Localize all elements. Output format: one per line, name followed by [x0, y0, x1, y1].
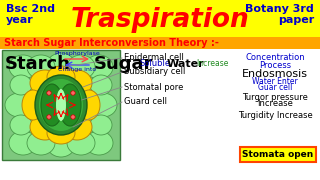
- Circle shape: [71, 91, 75, 95]
- Ellipse shape: [9, 55, 37, 79]
- Text: Phosphorylase: Phosphorylase: [54, 51, 100, 57]
- Ellipse shape: [39, 79, 83, 131]
- Ellipse shape: [41, 84, 63, 126]
- Text: Guar cell: Guar cell: [258, 84, 292, 93]
- Text: paper: paper: [278, 15, 314, 25]
- Ellipse shape: [30, 70, 60, 96]
- Ellipse shape: [35, 75, 87, 135]
- FancyBboxPatch shape: [240, 147, 316, 162]
- Text: Sugar: Sugar: [94, 55, 153, 73]
- Text: Increase: Increase: [196, 60, 228, 69]
- Ellipse shape: [9, 131, 37, 155]
- Text: Bsc 2nd: Bsc 2nd: [6, 4, 55, 14]
- Ellipse shape: [90, 75, 112, 95]
- Text: Stomata open: Stomata open: [242, 150, 314, 159]
- Text: Starch: Starch: [5, 55, 71, 73]
- Text: Subsidiary cell: Subsidiary cell: [124, 68, 185, 76]
- Text: year: year: [6, 15, 34, 25]
- Circle shape: [47, 91, 51, 95]
- Ellipse shape: [90, 115, 112, 135]
- Text: Increase: Increase: [257, 100, 293, 109]
- Text: Water: Water: [167, 59, 204, 69]
- Ellipse shape: [78, 90, 100, 120]
- Ellipse shape: [30, 114, 60, 140]
- Ellipse shape: [89, 93, 117, 117]
- Ellipse shape: [67, 131, 95, 155]
- Circle shape: [71, 115, 75, 119]
- Text: Process: Process: [259, 60, 291, 69]
- Ellipse shape: [85, 131, 113, 155]
- Text: Starch Sugar Interconversion Theory :-: Starch Sugar Interconversion Theory :-: [4, 38, 219, 48]
- Text: Change into: Change into: [58, 68, 96, 73]
- Bar: [0, 37, 320, 180]
- Text: Turgidity Increase: Turgidity Increase: [238, 111, 312, 120]
- Text: Concentration: Concentration: [245, 53, 305, 62]
- Circle shape: [47, 115, 51, 119]
- Ellipse shape: [10, 115, 32, 135]
- Ellipse shape: [62, 70, 92, 96]
- Text: Traspiration: Traspiration: [71, 7, 249, 33]
- Text: Water Enter: Water Enter: [252, 78, 298, 87]
- Ellipse shape: [47, 53, 75, 77]
- Text: Botany 3rd: Botany 3rd: [245, 4, 314, 14]
- Text: Stomatal pore: Stomatal pore: [124, 82, 183, 91]
- Bar: [0, 0, 320, 37]
- Ellipse shape: [27, 131, 55, 155]
- Bar: [0, 37, 320, 49]
- Ellipse shape: [62, 114, 92, 140]
- Bar: [2, 50, 120, 160]
- Ellipse shape: [10, 75, 32, 95]
- Ellipse shape: [47, 133, 75, 157]
- Ellipse shape: [67, 55, 95, 79]
- Ellipse shape: [85, 55, 113, 79]
- Ellipse shape: [56, 89, 66, 121]
- Ellipse shape: [27, 55, 55, 79]
- Ellipse shape: [59, 84, 81, 126]
- Text: Guard cell: Guard cell: [124, 98, 167, 107]
- Ellipse shape: [47, 122, 75, 144]
- Text: Turgor pressure: Turgor pressure: [242, 93, 308, 102]
- Ellipse shape: [22, 90, 44, 120]
- Text: Soluble: Soluble: [140, 60, 171, 69]
- Ellipse shape: [47, 66, 75, 88]
- Text: Epidermal cell: Epidermal cell: [124, 53, 184, 62]
- Ellipse shape: [5, 93, 33, 117]
- Text: Endosmosis: Endosmosis: [242, 69, 308, 79]
